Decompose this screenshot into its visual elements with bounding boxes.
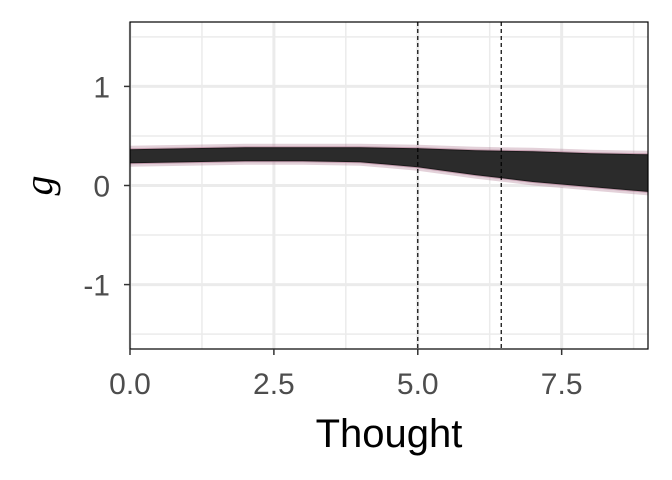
y-tick-label: 1 (93, 71, 110, 104)
x-tick-label: 7.5 (541, 368, 583, 401)
y-axis-title: g (16, 176, 61, 196)
x-tick-label: 2.5 (253, 368, 295, 401)
x-tick-label: 0.0 (109, 368, 151, 401)
band-series (130, 143, 648, 196)
x-axis-ticks: 0.0 2.5 5.0 7.5 (109, 349, 583, 401)
y-tick-label: 0 (93, 171, 110, 204)
x-tick-label: 5.0 (397, 368, 439, 401)
y-axis-ticks: -1 0 1 (83, 71, 130, 303)
y-tick-label: -1 (83, 270, 110, 303)
reference-lines (417, 22, 502, 349)
band-core (130, 147, 648, 192)
x-axis-title: Thought (316, 412, 463, 456)
